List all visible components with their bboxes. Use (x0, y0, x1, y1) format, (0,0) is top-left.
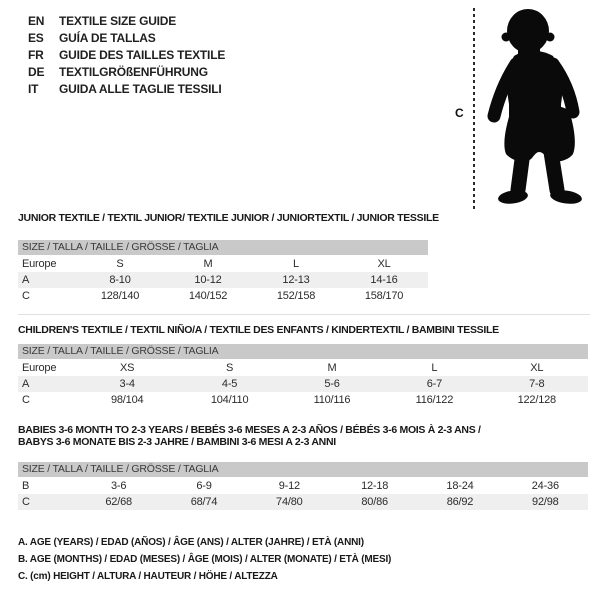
cell-value: 110/116 (313, 394, 351, 406)
cell-value: 86/92 (446, 496, 474, 508)
cell-value: 3-6 (111, 480, 127, 492)
legend-block: A. AGE (YEARS) / EDAD (AÑOS) / ÂGE (ANS)… (18, 534, 391, 585)
cell-value: 8-10 (109, 274, 131, 286)
language-code: DE (28, 65, 45, 79)
cell-value: 6-7 (426, 378, 443, 390)
language-code: IT (28, 82, 39, 96)
table-title-line: CHILDREN'S TEXTILE / TEXTIL NIÑO/A / TEX… (18, 324, 499, 336)
size-table-junior: JUNIOR TEXTILE / TEXTIL JUNIOR/ TEXTILE … (18, 212, 439, 304)
language-title: GUÍA DE TALLAS (59, 31, 156, 45)
table-title: CHILDREN'S TEXTILE / TEXTIL NIÑO/A / TEX… (18, 324, 588, 336)
table-row: B 3-6 6-9 9-12 12-18 18-24 24-36 (18, 478, 588, 494)
cell-value: 5-6 (324, 378, 340, 390)
cell-value: 12-13 (282, 274, 310, 286)
cell-value: XL (530, 362, 544, 374)
language-title: TEXTILE SIZE GUIDE (59, 14, 177, 28)
row-label: C (22, 290, 30, 302)
cell-value: 18-24 (446, 480, 474, 492)
cell-value: 14-16 (370, 274, 398, 286)
language-code: FR (28, 48, 44, 62)
height-measure-dotted-line (473, 8, 475, 210)
size-table-babies: BABIES 3-6 MONTH TO 2-3 YEARS / BEBÉS 3-… (18, 424, 588, 510)
table-row: Europe S M L XL (18, 256, 428, 272)
cell-value: L (431, 362, 438, 374)
row-label: A (22, 378, 30, 390)
language-title: TEXTILGRÖßENFÜHRUNG (59, 65, 208, 79)
baby-silhouette-icon (487, 9, 582, 204)
language-code: ES (28, 31, 44, 45)
size-grid: B 3-6 6-9 9-12 12-18 18-24 24-36 C 62/68 68/74 74/… (18, 478, 588, 510)
cell-value: 122/128 (517, 394, 557, 406)
table-row: C 62/68 68/74 74/80 80/86 86/92 92/98 (18, 494, 588, 510)
size-table-children: CHILDREN'S TEXTILE / TEXTIL NIÑO/A / TEX… (18, 324, 588, 408)
size-header-bar: SIZE / TALLA / TAILLE / GRÖSSE / TAGLIA (18, 344, 588, 359)
cell-value: 140/152 (188, 290, 228, 302)
size-grid: Europe XS S M L XL A 3-4 4-5 5-6 6-7 7-8 C 98/104 104/… (18, 360, 588, 408)
table-title-line: BABIES 3-6 MONTH TO 2-3 YEARS / BEBÉS 3-… (18, 424, 481, 436)
table-row: Europe XS S M L XL (18, 360, 588, 376)
language-code: EN (28, 14, 45, 28)
cell-value: 158/170 (364, 290, 404, 302)
row-label: Europe (22, 258, 57, 270)
cell-value: 116/122 (415, 394, 454, 406)
cell-value: 62/68 (105, 496, 132, 508)
language-row: DE TEXTILGRÖßENFÜHRUNG (28, 64, 225, 81)
language-row: ES GUÍA DE TALLAS (28, 30, 225, 47)
cell-value: 4-5 (221, 378, 238, 390)
legend-line: C. (cm) HEIGHT / ALTURA / HAUTEUR / HÖHE… (18, 571, 278, 582)
row-label: C (22, 496, 30, 508)
language-row: EN TEXTILE SIZE GUIDE (28, 13, 225, 30)
row-label: B (22, 480, 30, 492)
cell-value: 6-9 (196, 480, 212, 492)
cell-value: M (203, 258, 213, 270)
height-measure-label: C (455, 106, 464, 120)
cell-value: 10-12 (194, 274, 222, 286)
cell-value: L (293, 258, 299, 270)
cell-value: 92/98 (532, 496, 559, 508)
cell-value: 104/110 (210, 394, 249, 406)
cell-value: 152/158 (276, 290, 316, 302)
table-title-line: JUNIOR TEXTILE / TEXTIL JUNIOR/ TEXTILE … (18, 212, 439, 224)
cell-value: 3-4 (119, 378, 136, 390)
row-label: C (22, 394, 30, 406)
cell-value: XL (377, 258, 391, 270)
table-row: A 8-10 10-12 12-13 14-16 (18, 272, 428, 288)
cell-value: 80/86 (361, 496, 388, 508)
table-title: JUNIOR TEXTILE / TEXTIL JUNIOR/ TEXTILE … (18, 212, 439, 224)
cell-value: M (327, 362, 337, 374)
cell-value: 74/80 (276, 496, 303, 508)
size-header-bar: SIZE / TALLA / TAILLE / GRÖSSE / TAGLIA (18, 240, 428, 255)
language-title: GUIDA ALLE TAGLIE TESSILI (59, 82, 222, 96)
row-label: A (22, 274, 30, 286)
language-row: FR GUIDE DES TAILLES TEXTILE (28, 47, 225, 64)
separator-line (18, 314, 590, 315)
cell-value: 7-8 (529, 378, 545, 390)
cell-value: S (226, 362, 234, 374)
language-title: GUIDE DES TAILLES TEXTILE (59, 48, 226, 62)
language-row: IT GUIDA ALLE TAGLIE TESSILI (28, 81, 225, 98)
size-header-bar: SIZE / TALLA / TAILLE / GRÖSSE / TAGLIA (18, 462, 588, 477)
size-grid: Europe S M L XL A 8-10 10-12 12-13 14-16 C 128/140 1… (18, 256, 428, 304)
table-title: BABIES 3-6 MONTH TO 2-3 YEARS / BEBÉS 3-… (18, 424, 588, 448)
cell-value: 98/104 (110, 394, 144, 406)
table-title-line: BABYS 3-6 MONATE BIS 2-3 JAHRE / BAMBINI… (18, 436, 336, 448)
cell-value: S (116, 258, 124, 270)
table-row: C 128/140 140/152 152/158 158/170 (18, 288, 428, 304)
table-row: A 3-4 4-5 5-6 6-7 7-8 (18, 376, 588, 392)
cell-value: 9-12 (278, 480, 300, 492)
legend-line: A. AGE (YEARS) / EDAD (AÑOS) / ÂGE (ANS)… (18, 537, 364, 548)
cell-value: 24-36 (531, 480, 559, 492)
cell-value: 12-18 (361, 480, 389, 492)
cell-value: 68/74 (190, 496, 218, 508)
cell-value: 128/140 (100, 290, 140, 302)
table-row: C 98/104 104/110 110/116 116/122 122/128 (18, 392, 588, 408)
row-label: Europe (22, 362, 57, 374)
legend-line: B. AGE (MONTHS) / EDAD (MESES) / ÂGE (MO… (18, 554, 392, 565)
cell-value: XS (120, 362, 135, 374)
language-title-block: EN TEXTILE SIZE GUIDE ES GUÍA DE TALLAS FR GU… (28, 13, 225, 98)
